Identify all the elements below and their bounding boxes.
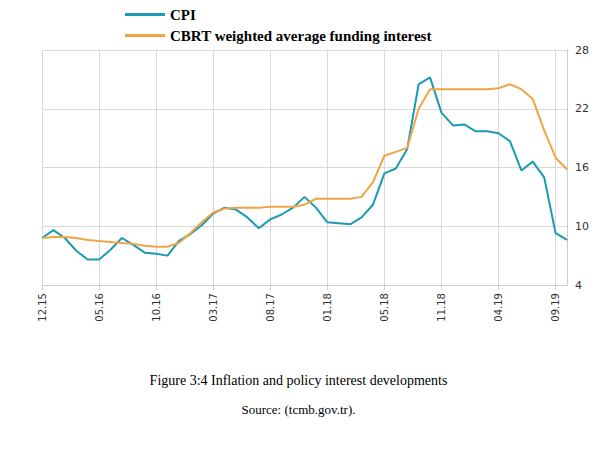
svg-text:Source: (tcmb.gov.tr).: Source: (tcmb.gov.tr). bbox=[242, 402, 356, 417]
svg-text:12.15: 12.15 bbox=[37, 293, 48, 322]
svg-text:CPI: CPI bbox=[170, 7, 196, 23]
svg-text:22: 22 bbox=[575, 102, 589, 115]
svg-text:16: 16 bbox=[575, 161, 589, 174]
svg-text:01.18: 01.18 bbox=[322, 293, 333, 322]
svg-text:10.16: 10.16 bbox=[151, 293, 162, 322]
svg-text:08.17: 08.17 bbox=[265, 293, 276, 322]
svg-text:11.18: 11.18 bbox=[436, 293, 447, 322]
svg-text:03.17: 03.17 bbox=[208, 293, 219, 322]
svg-text:05.16: 05.16 bbox=[94, 293, 105, 322]
svg-text:4: 4 bbox=[575, 279, 582, 292]
svg-text:05.18: 05.18 bbox=[379, 293, 390, 322]
svg-text:10: 10 bbox=[575, 220, 589, 233]
svg-text:28: 28 bbox=[575, 44, 589, 57]
svg-text:Figure 3:4 Inflation and polic: Figure 3:4 Inflation and policy interest… bbox=[150, 373, 448, 388]
svg-text:04.19: 04.19 bbox=[493, 293, 504, 322]
svg-text:CBRT weighted average funding: CBRT weighted average funding interest bbox=[170, 28, 431, 44]
svg-text:09.19: 09.19 bbox=[550, 293, 561, 322]
